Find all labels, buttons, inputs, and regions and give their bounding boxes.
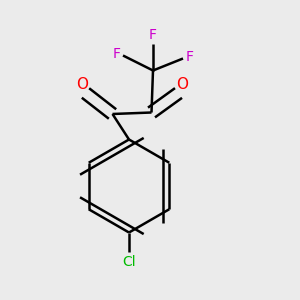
- Text: F: F: [149, 28, 157, 42]
- Text: O: O: [176, 76, 188, 92]
- Text: F: F: [112, 47, 121, 61]
- Text: Cl: Cl: [122, 255, 136, 269]
- Text: F: F: [185, 50, 194, 64]
- Text: O: O: [76, 76, 88, 92]
